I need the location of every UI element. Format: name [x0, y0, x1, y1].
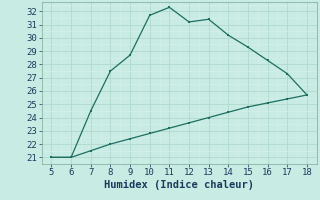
X-axis label: Humidex (Indice chaleur): Humidex (Indice chaleur) [104, 180, 254, 190]
